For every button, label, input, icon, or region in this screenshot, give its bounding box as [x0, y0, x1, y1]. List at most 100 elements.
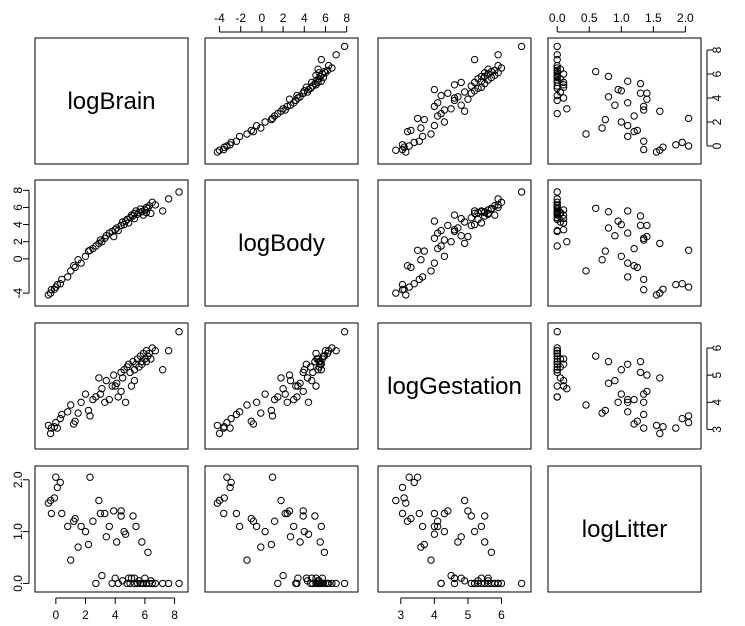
data-point [318, 70, 326, 78]
data-point [268, 114, 277, 123]
data-point [175, 188, 183, 196]
data-point [559, 226, 568, 234]
data-point [81, 527, 90, 536]
data-point [67, 556, 75, 564]
data-point [553, 51, 561, 59]
data-point [71, 263, 79, 272]
panel-logBody-vs-logGestation [377, 179, 532, 307]
data-point [553, 393, 561, 401]
data-point [398, 509, 407, 518]
data-point [164, 195, 173, 203]
data-point [117, 387, 125, 396]
tick-label: -4 [11, 287, 25, 298]
data-point [494, 579, 502, 588]
data-point [130, 214, 139, 223]
data-point [293, 393, 301, 401]
data-point [413, 114, 422, 123]
data-point [249, 517, 258, 525]
data-point [430, 522, 439, 531]
data-point [410, 478, 418, 487]
data-point [257, 543, 265, 551]
data-point [604, 379, 613, 387]
data-point [213, 421, 222, 430]
data-point [398, 286, 407, 294]
tick-label: 0.0 [11, 575, 25, 592]
data-point [553, 368, 561, 377]
data-point [413, 473, 422, 481]
data-point [684, 246, 693, 255]
data-point [302, 360, 311, 368]
data-point [410, 280, 418, 288]
data-point [320, 67, 329, 76]
panel-frame [204, 179, 359, 307]
data-point [294, 94, 302, 102]
data-point [624, 360, 632, 368]
data-point [624, 273, 632, 281]
data-point [402, 291, 410, 299]
data-point [325, 61, 333, 70]
panel-logBrain-vs-logGestation [377, 37, 532, 165]
panel-frame [547, 37, 702, 165]
data-point [101, 509, 109, 518]
panel-logLitter-vs-logBody [204, 465, 359, 593]
data-point [135, 208, 143, 217]
data-point [437, 579, 445, 588]
data-point [481, 579, 489, 588]
data-point [672, 424, 680, 432]
data-point [294, 382, 302, 390]
data-point [643, 95, 651, 103]
data-point [86, 473, 94, 481]
tick-label: 0 [52, 608, 59, 622]
tick-label: 0 [259, 11, 266, 25]
data-point [440, 106, 449, 114]
data-point [592, 204, 600, 213]
data-point [636, 357, 645, 366]
data-point [484, 209, 492, 218]
data-point [138, 579, 146, 588]
data-point [553, 72, 561, 81]
data-point [553, 347, 561, 355]
data-point [121, 398, 130, 406]
data-point [430, 121, 439, 130]
data-point [311, 79, 319, 88]
data-point [267, 540, 276, 549]
data-point [420, 115, 428, 124]
data-point [407, 263, 415, 272]
data-point [601, 406, 609, 415]
data-point [430, 217, 439, 225]
data-point [74, 256, 82, 264]
data-point [249, 420, 258, 428]
data-point [553, 363, 561, 371]
data-point [672, 141, 680, 149]
data-point [220, 145, 228, 154]
data-point [656, 374, 664, 382]
tick-label: 4 [11, 221, 25, 228]
data-point [437, 91, 445, 100]
data-point [559, 214, 568, 223]
data-point [89, 517, 97, 525]
tick-label: 5 [465, 608, 472, 622]
panel-logBrain-vs-logLitter [547, 37, 702, 165]
data-point [553, 328, 561, 336]
data-point [624, 259, 632, 267]
data-point [418, 273, 427, 281]
data-point [286, 533, 295, 541]
data-point [175, 328, 183, 336]
data-point [267, 406, 276, 415]
data-point [559, 94, 568, 102]
data-point [427, 556, 435, 564]
data-point [130, 376, 139, 385]
data-point [56, 414, 64, 423]
tick-label: 0.0 [549, 11, 566, 25]
data-point [308, 574, 316, 582]
data-point [105, 395, 114, 404]
data-point [47, 509, 56, 518]
data-point [563, 105, 571, 113]
panel-logBody-vs-logLitter [547, 179, 702, 307]
tick-label: 0 [710, 142, 724, 149]
data-point [84, 540, 93, 549]
data-point [147, 209, 155, 218]
data-point [582, 267, 590, 275]
data-point [95, 374, 103, 382]
data-point [559, 376, 568, 385]
